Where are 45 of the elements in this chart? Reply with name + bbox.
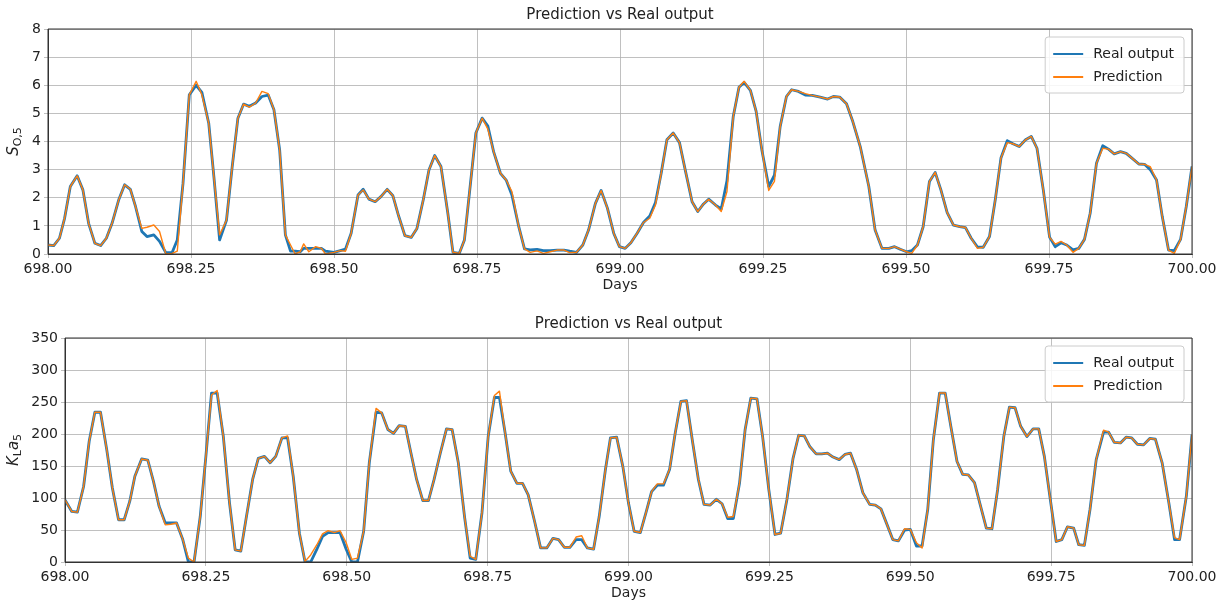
legend-label: Prediction [1093,67,1163,84]
x-tick-label: 698.00 [40,568,90,585]
y-tick-label: 3 [32,160,41,177]
x-tick-label: 699.25 [744,568,794,585]
x-tick-label: 698.50 [322,568,372,585]
x-tick-label: 698.75 [452,260,502,277]
y-tick-label: 300 [31,360,58,377]
legend-label: Real output [1093,44,1175,61]
legend-label: Prediction [1093,376,1163,393]
x-tick-label: 698.25 [166,260,216,277]
x-tick-label: 700.00 [1167,568,1217,585]
x-tick-label: 700.00 [1167,260,1217,277]
y-axis-title: SO,5 [3,127,25,156]
y-tick-label: 50 [40,520,58,537]
x-tick-label: 698.75 [463,568,513,585]
y-tick-label: 2 [32,188,41,205]
x-tick-label: 699.75 [1026,568,1076,585]
x-tick-label: 699.50 [885,568,935,585]
x-tick-label: 699.00 [595,260,645,277]
chart-title: Prediction vs Real output [526,5,714,24]
x-tick-label: 698.25 [181,568,231,585]
y-tick-label: 6 [32,75,42,92]
y-tick-label: 7 [32,47,41,64]
x-tick-label: 698.50 [309,260,359,277]
y-tick-label: 1 [32,216,41,233]
y-tick-label: 0 [32,244,41,261]
y-tick-label: 8 [32,19,41,36]
y-tick-label: 350 [31,328,58,345]
x-axis-title: Days [611,583,646,600]
y-tick-label: 4 [32,132,42,149]
legend-label: Real output [1093,353,1175,370]
x-tick-label: 699.00 [604,568,653,585]
x-tick-label: 699.50 [881,260,931,277]
y-tick-label: 150 [31,456,58,473]
y-tick-label: 200 [31,424,58,441]
y-tick-label: 5 [32,104,41,121]
y-tick-label: 100 [31,488,58,505]
chart-title: Prediction vs Real output [534,314,723,333]
x-tick-label: 699.25 [738,260,788,277]
x-axis-title: Days [602,275,638,292]
x-tick-label: 698.00 [23,260,73,277]
y-tick-label: 250 [31,392,58,409]
y-axis-title: KLa5 [3,433,25,467]
x-tick-label: 699.75 [1024,260,1074,277]
y-tick-label: 0 [49,552,58,569]
